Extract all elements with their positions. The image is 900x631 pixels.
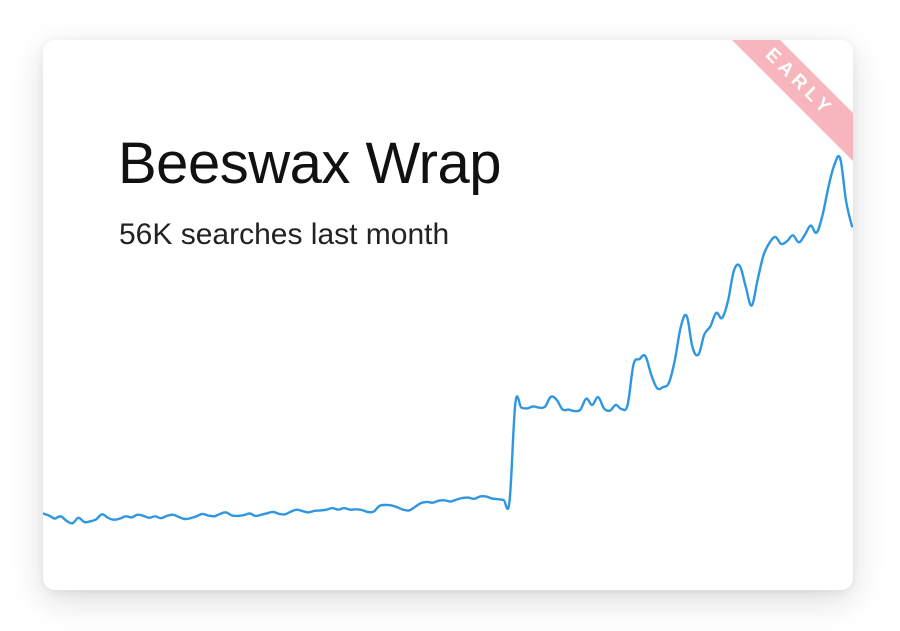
search-volume-line [43,154,853,525]
trend-line-chart [43,154,853,525]
chart-title: Beeswax Wrap [118,131,501,196]
trend-card: Beeswax Wrap 56K searches last month EAR… [43,40,853,590]
search-volume-subtitle: 56K searches last month [119,218,450,251]
